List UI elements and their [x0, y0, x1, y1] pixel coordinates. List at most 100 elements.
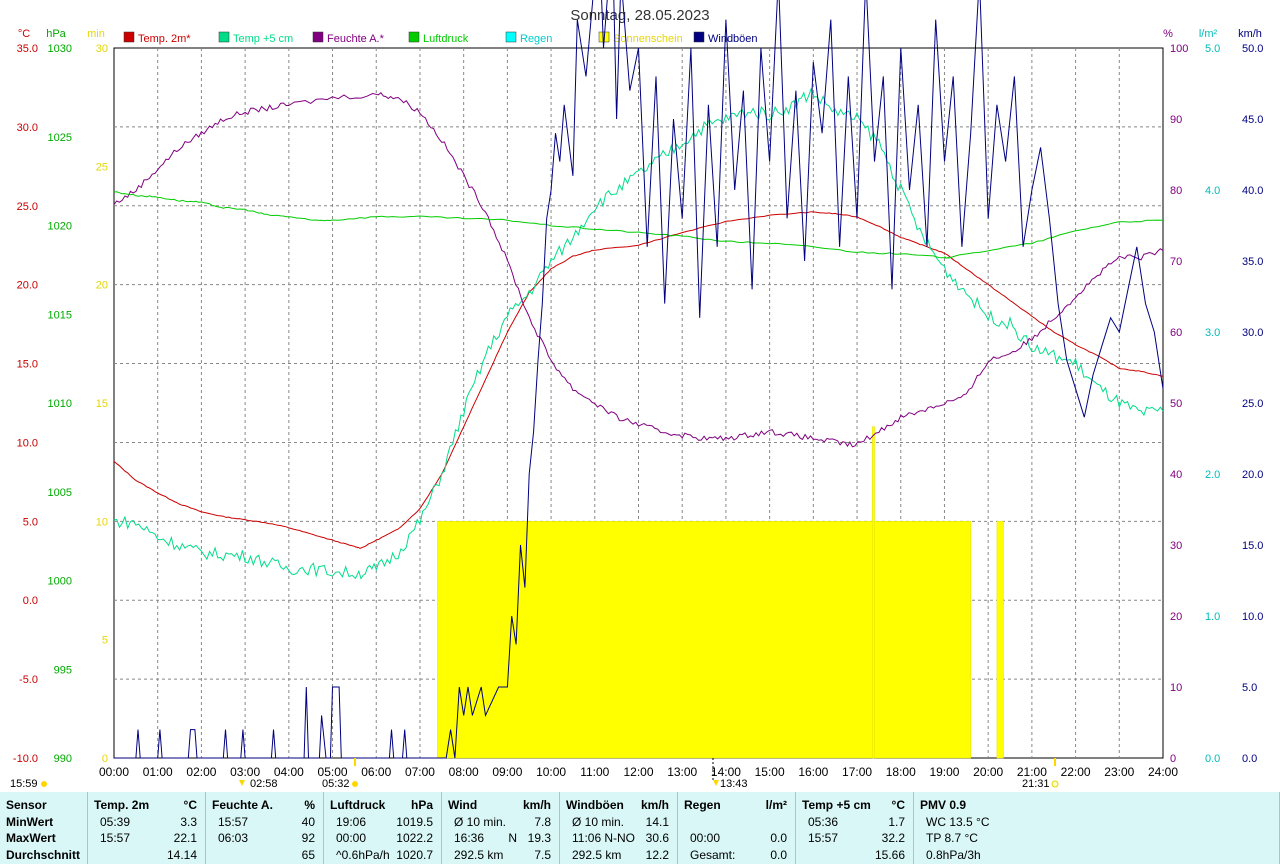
- wind-tick-label: 5.0: [1242, 682, 1257, 694]
- sunshine-tick-label: 5: [102, 635, 108, 647]
- humidity-tick-label: 40: [1170, 469, 1182, 481]
- pressure-tick-label: 1000: [48, 576, 72, 588]
- axis-unit-label: hPa: [46, 28, 66, 40]
- stats-value: 15.66: [874, 848, 905, 862]
- axis-unit-label: %: [1163, 28, 1173, 40]
- temp-tick-label: 15.0: [17, 359, 38, 371]
- stats-label: 292.5 km: [572, 848, 622, 862]
- wind-tick-label: 0.0: [1242, 753, 1257, 765]
- x-tick-label: 06:00: [361, 765, 391, 779]
- rain-tick-label: 4.0: [1205, 185, 1220, 197]
- sunshine-tick-label: 20: [96, 280, 108, 292]
- legend-label: Feuchte A.*: [327, 33, 385, 45]
- stats-column: Wind km/h Ø 10 min. 7.8 16:36 N 19.3 292.5 km 7.…: [442, 792, 560, 864]
- stats-header: Regen: [684, 798, 721, 812]
- wind-tick-label: 45.0: [1242, 114, 1263, 126]
- pressure-tick-label: 1005: [48, 487, 72, 499]
- stats-unit: °C: [891, 798, 905, 812]
- rain-tick-label: 5.0: [1205, 43, 1220, 55]
- stats-label: 00:00: [336, 831, 367, 845]
- stats-label: 15:57: [218, 815, 249, 829]
- stats-value: 0.0: [770, 831, 787, 845]
- wind-tick-label: 40.0: [1242, 185, 1263, 197]
- legend-label: Temp +5 cm: [233, 33, 293, 45]
- stats-label: 06:03: [218, 831, 249, 845]
- stats-value: 1.7: [888, 815, 905, 829]
- x-tick-label: 12:00: [623, 765, 653, 779]
- x-tick-label: 19:00: [929, 765, 959, 779]
- axis-units: °C hPa min% l/m² km/h: [18, 28, 1262, 40]
- stats-label: 19:06: [336, 815, 367, 829]
- stats-value: 30.6: [645, 831, 669, 845]
- x-tick-label: 23:00: [1104, 765, 1134, 779]
- stats-label: Ø 10 min.: [572, 815, 625, 829]
- stats-value: 19.3: [527, 831, 551, 845]
- stats-column: Sensor MinWert MaxWert Durchschnitt: [0, 792, 88, 864]
- wind-tick-label: 25.0: [1242, 398, 1263, 410]
- stats-label: 11:06: [572, 831, 602, 845]
- stats-column: PMV 0.9 WC 13.5 °C TP 8.7 °C 0.8hPa/3h: [914, 792, 1280, 864]
- stats-header: Feuchte A.: [212, 798, 273, 812]
- x-tick-label: 17:00: [842, 765, 872, 779]
- stats-header: Luftdruck: [330, 798, 386, 812]
- stats-label: 05:39: [100, 815, 131, 829]
- pressure-tick-label: 990: [54, 753, 72, 765]
- x-tick-label: 18:00: [886, 765, 916, 779]
- stats-label: Durchschnitt: [6, 848, 81, 862]
- sunshine-tick-label: 25: [96, 161, 108, 173]
- legend-swatch: [408, 31, 420, 43]
- sunrise-time-label: 02:58: [250, 778, 278, 790]
- stats-label: Ø 10 min.: [454, 815, 507, 829]
- humidity-tick-label: 90: [1170, 114, 1182, 126]
- stats-value: 3.3: [180, 815, 197, 829]
- temp-tick-label: 5.0: [23, 516, 38, 528]
- x-tick-label: 07:00: [405, 765, 435, 779]
- stats-label: TP 8.7 °C: [926, 831, 978, 845]
- temp-tick-label: 10.0: [17, 437, 38, 449]
- sunshine-tick-label: 30: [96, 43, 108, 55]
- x-tick-label: 01:00: [143, 765, 173, 779]
- humidity-tick-label: 100: [1170, 43, 1188, 55]
- stats-label: 00:00: [690, 831, 721, 845]
- x-tick-label: 03:00: [230, 765, 260, 779]
- stats-label: ^0.6hPa/h: [336, 848, 390, 862]
- stats-label: Gesamt:: [690, 848, 736, 862]
- stats-value: 7.8: [534, 815, 551, 829]
- sunset-time-label: 21:31: [1022, 778, 1050, 790]
- series-line: [113, 91, 1164, 448]
- series-line: [113, 191, 1164, 259]
- temp-tick-label: 0.0: [23, 595, 38, 607]
- wind-gust-series: [114, 0, 1164, 759]
- rain-tick-label: 2.0: [1205, 469, 1220, 481]
- humidity-tick-label: 80: [1170, 185, 1182, 197]
- wind-tick-label: 30.0: [1242, 327, 1263, 339]
- humidity-tick-label: 0: [1170, 753, 1176, 765]
- weather-chart: Sonntag, 28.05.2023 Temp. 2m* Temp +5 cm F…: [10, 0, 1263, 790]
- legend-label: Windböen: [708, 33, 758, 45]
- statistics-table: Sensor MinWert MaxWert Durchschnitt Temp. 2m…: [0, 792, 1280, 864]
- humidity-tick-label: 60: [1170, 327, 1182, 339]
- stats-value: 0.0: [770, 848, 787, 862]
- temp-tick-label: 20.0: [17, 280, 38, 292]
- stats-value: 1022.2: [396, 831, 433, 845]
- pressure-tick-label: 995: [54, 664, 72, 676]
- temp-tick-label: -10.0: [13, 753, 38, 765]
- wind-tick-label: 35.0: [1242, 256, 1263, 268]
- noon-icon: [713, 780, 719, 786]
- humidity-tick-label: 20: [1170, 611, 1182, 623]
- stats-header: Wind: [448, 798, 478, 812]
- temp-tick-label: 35.0: [17, 43, 38, 55]
- stats-column: Feuchte A.% 15:57 40 06:03 92 65: [206, 792, 324, 864]
- sunshine-bar: [872, 426, 875, 759]
- x-tick-label: 21:00: [1017, 765, 1047, 779]
- stats-unit: km/h: [522, 798, 551, 812]
- legend-swatch: [505, 31, 517, 43]
- x-tick-label: 05:00: [318, 765, 348, 779]
- stats-value: 40: [301, 815, 315, 829]
- chart-title: Sonntag, 28.05.2023: [570, 7, 709, 24]
- x-tick-label: 11:00: [580, 765, 609, 779]
- stats-column: Luftdruck hPa 19:06 1019.5 00:00 1022.2 ^0.6hP…: [324, 792, 442, 864]
- dawn-time-label: 05:32: [322, 778, 350, 790]
- stats-column: Regen l/m² 00:00 0.0 Gesamt: 0.0: [678, 792, 796, 864]
- rain-tick-label: 1.0: [1205, 611, 1220, 623]
